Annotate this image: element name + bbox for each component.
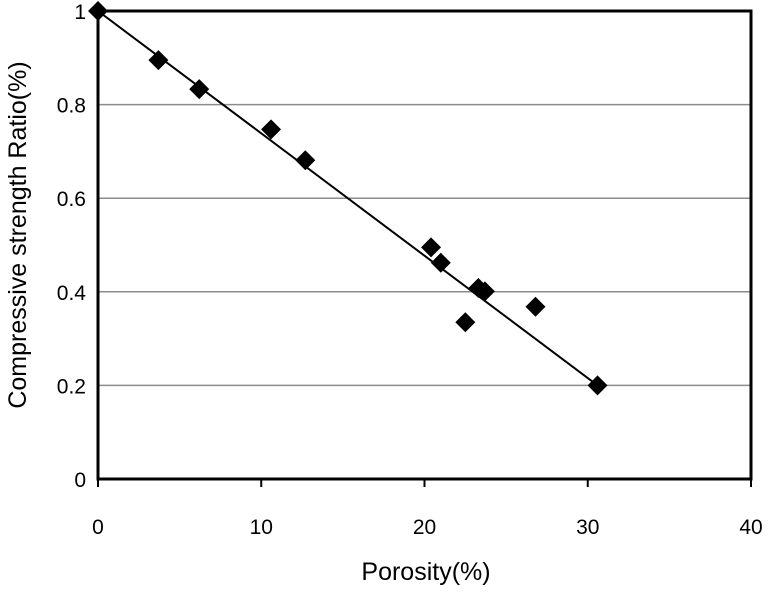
x-tick-label: 10 [250, 516, 273, 539]
y-tick-label: 0.6 [57, 188, 86, 211]
trendline-layer [97, 10, 599, 387]
y-axis-title: Compressive strength Ratio(%) [4, 61, 32, 408]
data-point [148, 50, 169, 71]
data-point [525, 296, 546, 317]
data-point [430, 252, 451, 273]
y-tick-label: 1 [74, 1, 86, 24]
gridlines [98, 103, 751, 387]
data-point [189, 79, 210, 100]
data-point [474, 281, 495, 302]
y-tick-label: 0.2 [57, 375, 86, 398]
x-axis-title: Porosity(%) [361, 558, 490, 586]
x-axis-ticks: 0 10 20 30 40 [92, 479, 763, 539]
x-tick-label: 20 [413, 516, 436, 539]
data-point [261, 119, 282, 140]
y-axis-ticks: 0 0.2 0.4 0.6 0.8 1 [57, 1, 87, 492]
data-point [455, 312, 476, 333]
x-tick-label: 30 [576, 516, 599, 539]
x-tick-label: 40 [739, 516, 762, 539]
x-tick-label: 0 [92, 516, 104, 539]
y-tick-label: 0.4 [57, 282, 87, 305]
data-point [421, 237, 442, 258]
trendline [97, 10, 599, 387]
data-point [587, 375, 608, 396]
data-point [295, 150, 316, 171]
y-tick-label: 0 [74, 469, 86, 492]
y-tick-label: 0.8 [57, 95, 86, 118]
